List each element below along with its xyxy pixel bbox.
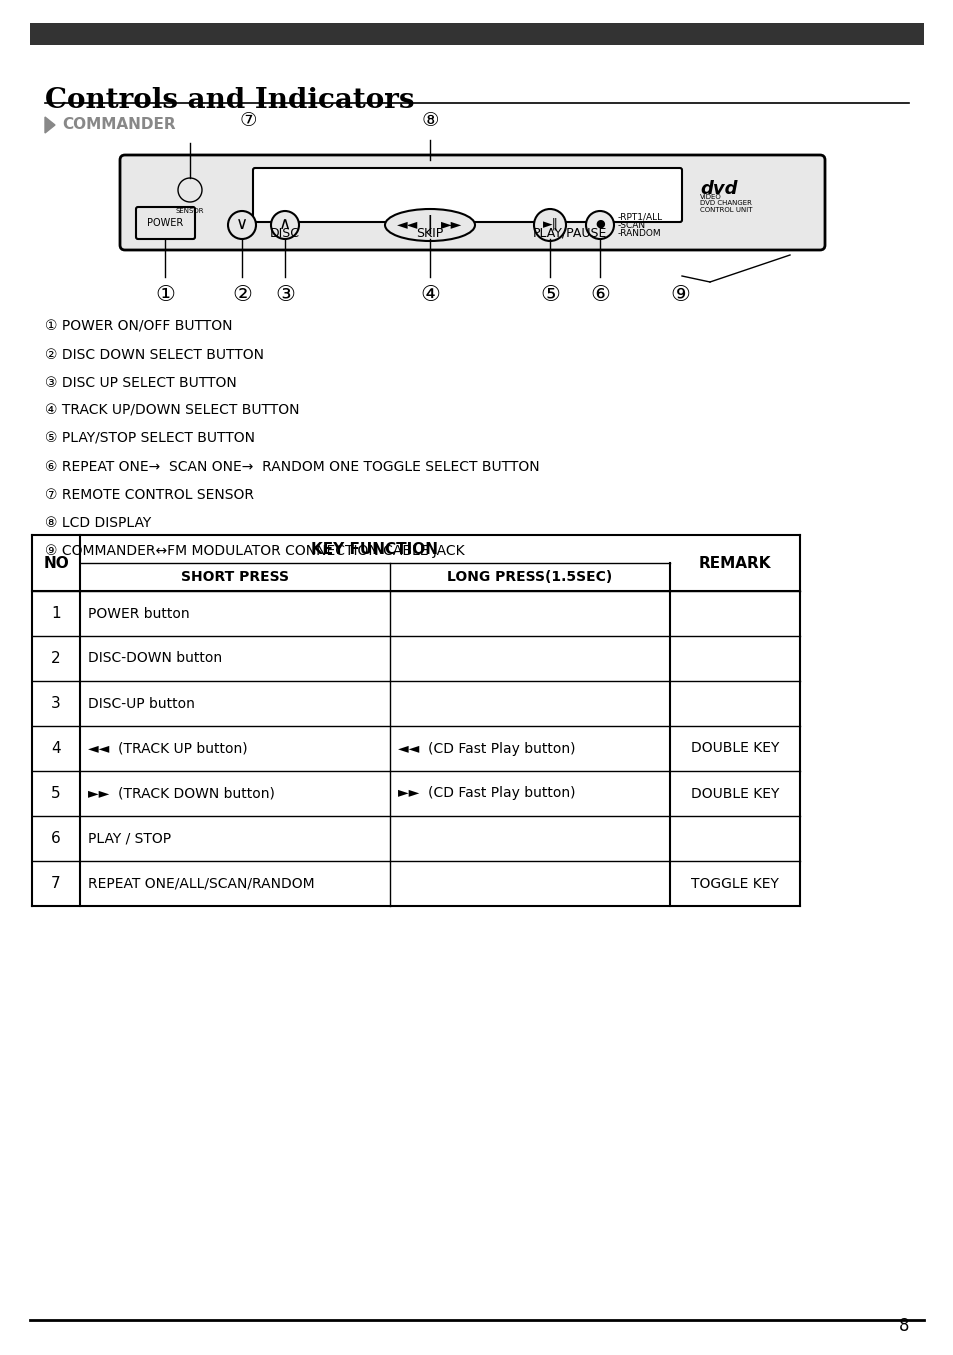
- Text: REPEAT ONE/ALL/SCAN/RANDOM: REPEAT ONE/ALL/SCAN/RANDOM: [88, 877, 314, 890]
- Text: ① POWER ON/OFF BUTTON: ① POWER ON/OFF BUTTON: [45, 320, 233, 333]
- FancyBboxPatch shape: [136, 207, 194, 238]
- Text: ◄◄  (CD Fast Play button): ◄◄ (CD Fast Play button): [397, 741, 575, 756]
- Text: COMMANDER: COMMANDER: [62, 117, 175, 131]
- FancyBboxPatch shape: [30, 23, 923, 45]
- Text: |: |: [426, 214, 433, 234]
- Text: ◄◄  (TRACK UP button): ◄◄ (TRACK UP button): [88, 741, 248, 756]
- Text: DOUBLE KEY: DOUBLE KEY: [690, 786, 779, 801]
- Text: TOGGLE KEY: TOGGLE KEY: [690, 877, 778, 890]
- Text: ⑧ LCD DISPLAY: ⑧ LCD DISPLAY: [45, 516, 152, 530]
- Circle shape: [228, 211, 255, 238]
- Text: ③ DISC UP SELECT BUTTON: ③ DISC UP SELECT BUTTON: [45, 375, 236, 390]
- Text: ④ TRACK UP/DOWN SELECT BUTTON: ④ TRACK UP/DOWN SELECT BUTTON: [45, 404, 299, 417]
- Text: DOUBLE KEY: DOUBLE KEY: [690, 741, 779, 756]
- Text: ⑤ PLAY/STOP SELECT BUTTON: ⑤ PLAY/STOP SELECT BUTTON: [45, 432, 254, 446]
- Text: DVD CHANGER: DVD CHANGER: [700, 201, 751, 206]
- Text: ⑤: ⑤: [539, 285, 559, 305]
- Text: ②: ②: [232, 285, 252, 305]
- Text: ② DISC DOWN SELECT BUTTON: ② DISC DOWN SELECT BUTTON: [45, 348, 264, 362]
- Text: 7: 7: [51, 875, 61, 892]
- Circle shape: [271, 211, 298, 238]
- Text: ●: ●: [595, 220, 604, 229]
- Text: ►►  (TRACK DOWN button): ►► (TRACK DOWN button): [88, 786, 274, 801]
- Text: ►‖: ►‖: [542, 218, 558, 230]
- Text: VIDEO: VIDEO: [700, 194, 721, 201]
- Text: ⑨ COMMANDER↔FM MODULATOR CONNECTION CABLE JACK: ⑨ COMMANDER↔FM MODULATOR CONNECTION CABL…: [45, 543, 464, 558]
- FancyBboxPatch shape: [120, 154, 824, 251]
- Text: ⑦: ⑦: [239, 111, 256, 130]
- Text: PLAY / STOP: PLAY / STOP: [88, 832, 171, 846]
- Text: KEY FUNCTION: KEY FUNCTION: [312, 542, 438, 557]
- FancyBboxPatch shape: [80, 535, 669, 562]
- Text: 4: 4: [51, 741, 61, 756]
- Text: LONG PRESS(1.5SEC): LONG PRESS(1.5SEC): [447, 570, 612, 584]
- Text: 3: 3: [51, 696, 61, 711]
- Text: dvd: dvd: [700, 180, 737, 198]
- Text: -SCAN: -SCAN: [618, 221, 645, 229]
- Text: ⑦ REMOTE CONTROL SENSOR: ⑦ REMOTE CONTROL SENSOR: [45, 488, 253, 501]
- Text: -RANDOM: -RANDOM: [618, 229, 661, 237]
- Polygon shape: [45, 117, 55, 133]
- Text: -RPT1/ALL: -RPT1/ALL: [618, 213, 662, 221]
- Text: ①: ①: [154, 285, 174, 305]
- Text: ⑧: ⑧: [421, 111, 438, 130]
- Ellipse shape: [385, 209, 475, 241]
- Text: ∧: ∧: [278, 215, 291, 233]
- Text: DISC: DISC: [270, 228, 299, 240]
- Circle shape: [534, 209, 565, 241]
- Circle shape: [585, 211, 614, 238]
- Text: Controls and Indicators: Controls and Indicators: [45, 87, 414, 114]
- Text: ◄◄: ◄◄: [397, 217, 418, 230]
- Text: POWER button: POWER button: [88, 607, 190, 621]
- Text: DISC-DOWN button: DISC-DOWN button: [88, 652, 222, 665]
- Circle shape: [178, 178, 202, 202]
- Text: POWER: POWER: [147, 218, 183, 228]
- Text: SENSOR: SENSOR: [175, 209, 204, 214]
- Text: ③: ③: [274, 285, 294, 305]
- FancyBboxPatch shape: [253, 168, 681, 222]
- Text: DISC-UP button: DISC-UP button: [88, 696, 194, 710]
- Text: 1: 1: [51, 606, 61, 621]
- Text: SHORT PRESS: SHORT PRESS: [181, 570, 289, 584]
- Text: 6: 6: [51, 831, 61, 846]
- Text: SKIP: SKIP: [416, 228, 443, 240]
- Text: ►►  (CD Fast Play button): ►► (CD Fast Play button): [397, 786, 575, 801]
- Text: PLAY/PAUSE: PLAY/PAUSE: [533, 228, 606, 240]
- Text: ⑨: ⑨: [669, 285, 689, 305]
- Text: ④: ④: [419, 285, 439, 305]
- Text: ⑥ REPEAT ONE→  SCAN ONE→  RANDOM ONE TOGGLE SELECT BUTTON: ⑥ REPEAT ONE→ SCAN ONE→ RANDOM ONE TOGGL…: [45, 459, 539, 474]
- Text: REMARK: REMARK: [698, 556, 770, 570]
- Text: ►►: ►►: [441, 217, 462, 230]
- Text: 2: 2: [51, 650, 61, 667]
- Text: ⑥: ⑥: [589, 285, 609, 305]
- Text: CONTROL UNIT: CONTROL UNIT: [700, 207, 752, 213]
- Text: 5: 5: [51, 786, 61, 801]
- Text: 8: 8: [898, 1317, 908, 1335]
- Text: NO: NO: [43, 556, 69, 570]
- Text: ∨: ∨: [235, 215, 248, 233]
